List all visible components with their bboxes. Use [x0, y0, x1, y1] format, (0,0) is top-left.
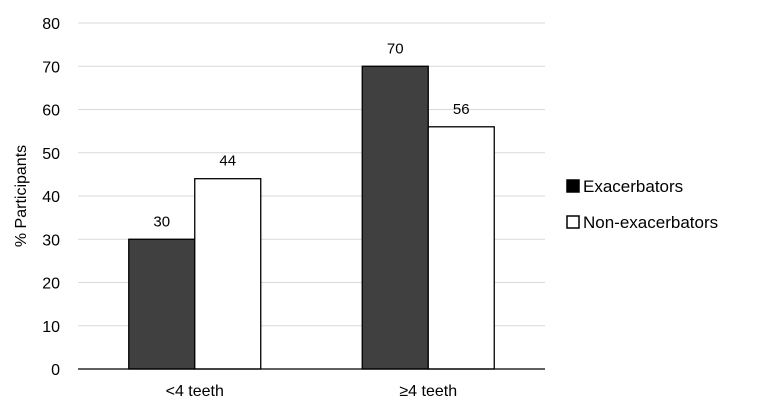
y-tick-label-0: 0: [51, 362, 60, 379]
x-category-label-0: <4 teeth: [166, 383, 224, 400]
y-tick-label-60: 60: [42, 103, 60, 120]
y-tick-label-70: 70: [42, 59, 60, 76]
y-axis-title: % Participants: [13, 145, 30, 247]
x-category-label-1: ≥4 teeth: [399, 383, 457, 400]
y-tick-label-10: 10: [42, 319, 60, 336]
data-label-non-exacerbators-0: 44: [219, 153, 236, 170]
y-tick-label-20: 20: [42, 276, 60, 293]
data-label-non-exacerbators-1: 56: [453, 101, 470, 118]
axes: 0 10 20 30 40 50 60 70 80 % Participants <4 teeth ≥…: [13, 16, 545, 400]
y-tick-label-40: 40: [42, 189, 60, 206]
y-tick-label-80: 80: [42, 16, 60, 33]
legend-swatch-non-exacerbators: [566, 215, 580, 229]
legend-label-exacerbators: Exacerbators: [583, 177, 683, 196]
bars: [128, 65, 495, 370]
bar-non-exacerbators-1: [427, 126, 495, 370]
y-tick-label-50: 50: [42, 146, 60, 163]
y-tick-label-30: 30: [42, 232, 60, 249]
data-label-exacerbators-1: 70: [387, 40, 404, 57]
bar-exacerbators-1: [361, 65, 429, 370]
bar-non-exacerbators-0: [194, 178, 262, 370]
legend-swatch-exacerbators: [566, 179, 580, 193]
bar-exacerbators-0: [128, 238, 196, 370]
data-label-exacerbators-0: 30: [153, 213, 170, 230]
legend: Exacerbators Non-exacerbators: [566, 177, 718, 232]
data-labels: 30 44 70 56: [153, 40, 469, 230]
legend-label-non-exacerbators: Non-exacerbators: [583, 213, 718, 232]
